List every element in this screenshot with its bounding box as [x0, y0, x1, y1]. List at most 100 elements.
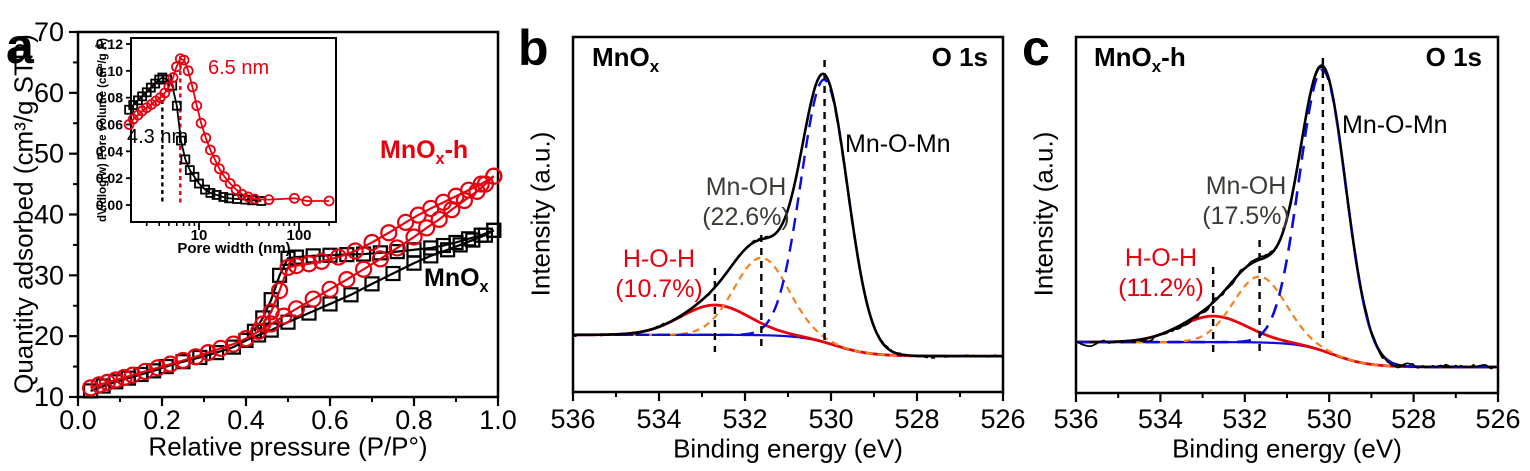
mnox-h-desorption-marker — [329, 248, 347, 266]
panel-b-x-tick-label: 526 — [980, 404, 1025, 434]
panel-a-x-tick-label: 0.6 — [311, 405, 349, 435]
series-label-mnox-text: MnO — [424, 264, 480, 292]
mnox-h-adsorption-marker — [355, 260, 373, 278]
panel-b-mn-oh-percent: (22.6%) — [702, 203, 790, 231]
panel-b-region-label: O 1s — [931, 42, 988, 72]
mnox-h-adsorption-marker — [161, 355, 179, 373]
inset-mnox-h-marker — [195, 117, 207, 129]
panel-c-mn-o-mn-label: Mn-O-Mn — [1342, 111, 1448, 139]
inset-y-tick-label: 0.00 — [96, 197, 123, 213]
mnox-h-adsorption-marker — [237, 330, 255, 348]
mnox-h-adsorption-marker — [115, 368, 133, 387]
panel-c-mn-oh-label: Mn-OH — [1205, 172, 1287, 200]
inset-x-tick-label: 100 — [286, 227, 311, 244]
mnox-h-desorption-marker — [254, 315, 272, 333]
panel-c-x-tick-label: 526 — [1475, 404, 1520, 434]
inset-frame — [130, 37, 337, 223]
inset-mnox-h-marker — [289, 192, 300, 204]
mnox-h-desorption-marker — [262, 303, 280, 321]
mnox-h-adsorption-marker — [371, 250, 389, 268]
panel-a-y-tick-label: 10 — [34, 382, 64, 412]
mnox-desorption-marker — [263, 292, 279, 308]
panel-c-h-o-h-percent: (11.2%) — [1118, 274, 1204, 302]
inset-mnox-marker — [171, 100, 182, 111]
mnox-desorption-marker — [339, 247, 355, 263]
mnox-h-desorption-marker — [363, 233, 381, 252]
panel-a-x-tick-label: 0.4 — [227, 405, 265, 435]
mnox-h-adsorption-marker — [149, 359, 167, 377]
inset-y-tick-label: 0.08 — [96, 90, 123, 106]
panel-c-region-label: O 1s — [1425, 42, 1482, 72]
mnox-h-adsorption-marker — [136, 362, 154, 381]
panel-a-x-tick-label: 0.2 — [143, 405, 181, 435]
inset-mnox-h-marker — [263, 194, 275, 206]
inset-mnox-h-marker — [323, 195, 335, 207]
panel-c-x-tick-label: 530 — [1307, 404, 1352, 434]
panel-b-y-axis-title: Intensity (a.u.) — [525, 131, 556, 297]
mnox-h-adsorption-marker — [321, 280, 339, 298]
inset-mnox-h-marker — [178, 54, 190, 66]
panel-c-h-o-h-label: H-O-H — [1124, 244, 1198, 272]
panel-c-letter: c — [1022, 20, 1050, 76]
panel-c-sample-label: MnOx-h — [1094, 42, 1186, 76]
series-label-mnox-sub: x — [479, 278, 489, 296]
mnox-h-adsorption-marker — [124, 366, 142, 384]
inset-mnox-marker — [194, 178, 204, 189]
panel-a-x-tick-label: 1.0 — [479, 405, 517, 435]
panel-c-x-tick-label: 534 — [1138, 404, 1183, 434]
inset-mnox-marker — [205, 188, 216, 198]
mnox-h-desorption-marker — [409, 206, 427, 224]
panel-b-mn-o-mn-label: Mn-O-Mn — [845, 130, 951, 158]
inset-mnox-marker — [180, 154, 191, 165]
panel-b-h-o-h-curve — [573, 303, 1003, 358]
panel-a-letter: a — [6, 18, 34, 74]
panel-c-mn-oh-curve — [1076, 275, 1498, 369]
panel-c-baseline — [1076, 340, 1498, 369]
series-label-mnox-h-suffix: -h — [444, 136, 469, 164]
inset-mnox-h-marker — [249, 193, 261, 205]
mnox-h-desorption-marker — [485, 167, 503, 185]
inset-mnox-h-marker — [236, 188, 248, 200]
mnox-h-adsorption-marker — [418, 219, 436, 237]
panel-b-x-tick-label: 528 — [894, 404, 939, 434]
panel-a-y-tick-label: 70 — [34, 17, 64, 47]
mnox-h-adsorption-marker — [174, 351, 192, 370]
inset-mnox-marker — [218, 192, 229, 202]
panel-a-y-tick-label: 50 — [34, 139, 64, 169]
inset-y-axis-title: dV/dlog(w) Pore volume (cm³/g Å) — [96, 37, 109, 223]
mnox-h-adsorption-marker — [388, 239, 406, 257]
inset-mnox-h-marker — [214, 163, 225, 175]
panel-c-mn-o-mn-curve — [1076, 68, 1498, 369]
mnox-desorption-marker — [423, 240, 439, 256]
mnox-desorption-marker — [288, 249, 304, 265]
mnox-h-adsorption-marker — [338, 270, 356, 289]
inset-mnox-h-marker — [191, 100, 203, 112]
inset-mnox-h-marker — [209, 154, 221, 166]
panel-b-baseline — [573, 333, 1003, 358]
panel-b-sample-text: MnO — [592, 42, 650, 72]
inset-mnox-h-marker — [301, 195, 313, 207]
mnox-h-desorption-marker — [346, 242, 364, 260]
inset-mnox-h-marker — [187, 81, 198, 93]
mnox-h-desorption-marker — [397, 213, 415, 232]
inset-mnox-h-marker — [224, 178, 236, 189]
inset-y-tick-label: 0.02 — [96, 170, 123, 186]
panel-b-raw-data — [572, 73, 1002, 359]
inset-mnox-h-marker — [219, 171, 230, 183]
inset-mnox-h-marker — [242, 191, 254, 203]
mnox-desorption-line — [253, 229, 495, 332]
inset-mnox-h-marker — [163, 81, 175, 93]
panel-c-y-axis-title: Intensity (a.u.) — [1028, 131, 1059, 297]
panel-b-h-o-h-percent: (10.7%) — [615, 275, 703, 303]
panel-c-raw-data — [1075, 65, 1497, 370]
mnox-adsorption-marker — [385, 265, 401, 282]
inset-mnox-marker — [176, 135, 186, 146]
panel-c-mn-oh-percent: (17.5%) — [1202, 202, 1290, 230]
panel-c-x-tick-label: 532 — [1222, 404, 1267, 434]
panel-c-sample-suffix: -h — [1161, 42, 1186, 72]
mnox-h-adsorption-marker — [405, 228, 423, 246]
panel-c-x-tick-label: 528 — [1391, 404, 1436, 434]
mnox-h-desorption-marker — [300, 255, 318, 273]
mnox-h-desorption-marker — [380, 224, 398, 242]
